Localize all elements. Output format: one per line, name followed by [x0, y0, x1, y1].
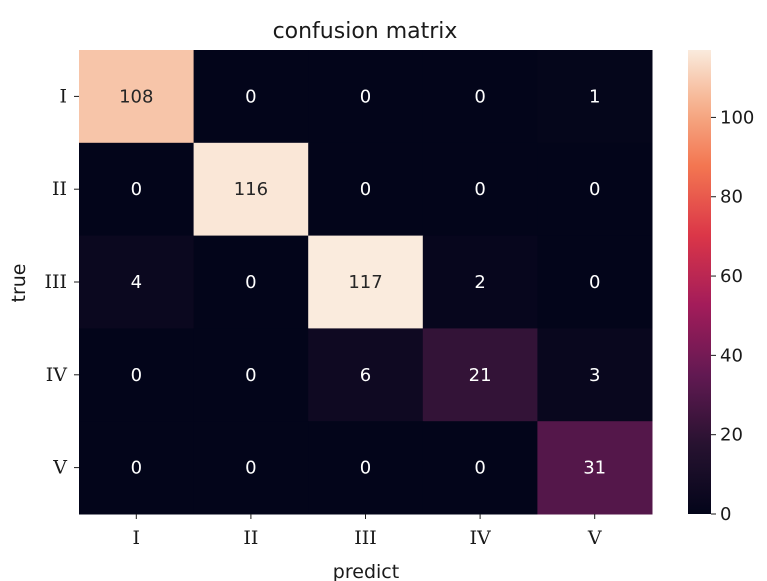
cell-value-label: 0: [245, 365, 256, 386]
heatmap-cell: [537, 142, 653, 237]
heatmap-cell: [537, 421, 653, 515]
heatmap-cell: [193, 421, 309, 515]
y-tick-label: III: [44, 271, 67, 293]
heatmap-cell: [193, 50, 309, 144]
y-tick-label: I: [59, 85, 67, 107]
heatmap-cell: [79, 328, 195, 422]
colorbar: 0 20 40 60 80 100: [688, 50, 754, 525]
heatmap-cell: [422, 421, 538, 515]
x-tick-label: V: [587, 527, 602, 549]
cell-value-label: 1: [589, 86, 600, 107]
colorbar-tick-label: 60: [720, 266, 743, 287]
heatmap-cell: [422, 142, 538, 237]
heatmap-cell: [79, 142, 195, 237]
chart-title: confusion matrix: [273, 19, 458, 44]
colorbar-tick-label: 0: [720, 504, 731, 525]
heatmap-cell: [193, 235, 309, 329]
cell-value-label: 3: [589, 365, 600, 386]
y-tick-label: II: [52, 178, 67, 200]
cell-value-label: 0: [360, 458, 371, 479]
colorbar-gradient: [688, 50, 711, 514]
cell-value-label: 0: [131, 458, 142, 479]
heatmap-cell: [193, 328, 309, 422]
cell-value-label: 6: [360, 365, 371, 386]
heatmap-cell: [79, 235, 195, 329]
colorbar-tick-label: 100: [720, 107, 754, 128]
heatmap-cell: [537, 235, 653, 329]
heatmap-cell: [308, 421, 424, 515]
cell-value-label: 0: [474, 86, 485, 107]
cell-value-label: 0: [245, 86, 256, 107]
colorbar-tick-label: 40: [720, 345, 743, 366]
cell-value-label: 0: [245, 272, 256, 293]
heatmap-cell: [308, 235, 424, 329]
heatmap-cell: [308, 142, 424, 237]
cell-value-label: 117: [348, 272, 382, 293]
y-tick-label: V: [52, 457, 67, 479]
heatmap-cell: [537, 328, 653, 422]
cell-value-label: 2: [474, 272, 485, 293]
cell-value-label: 108: [119, 86, 153, 107]
y-axis-label: true: [8, 264, 30, 303]
x-tick-label: I: [133, 527, 141, 549]
cell-value-label: 0: [131, 179, 142, 200]
colorbar-tick-label: 20: [720, 425, 743, 446]
heatmap-cell: [422, 328, 538, 422]
cell-value-label: 0: [474, 179, 485, 200]
cell-value-label: 0: [589, 179, 600, 200]
y-tick-label: IV: [46, 364, 68, 386]
cell-value-label: 0: [474, 458, 485, 479]
cell-value-label: 0: [131, 365, 142, 386]
colorbar-tick-label: 80: [720, 187, 743, 208]
heatmap-cell: [193, 142, 309, 237]
heatmap-cell: [422, 235, 538, 329]
cell-value-label: 31: [583, 458, 606, 479]
heatmap-cell: [308, 328, 424, 422]
cell-value-label: 21: [469, 365, 492, 386]
x-tick-label: IV: [469, 527, 491, 549]
cell-value-label: 0: [245, 458, 256, 479]
heatmap-cell: [308, 50, 424, 144]
cell-value-label: 0: [589, 272, 600, 293]
x-axis-label: predict: [333, 561, 399, 581]
cell-value-label: 4: [131, 272, 142, 293]
x-tick-label: III: [354, 527, 377, 549]
cell-value-label: 0: [360, 86, 371, 107]
heatmap-cell: [537, 50, 653, 144]
heatmap-cells: 108 0 0 0 1 0 116 0 0 0 4 0 117 2 0 0 0 6 21 3 0 0 0 0 31: [79, 50, 653, 515]
heatmap-cell: [79, 50, 195, 144]
cell-value-label: 0: [360, 179, 371, 200]
x-axis-ticks: I II III IV V: [133, 514, 602, 549]
x-tick-label: II: [243, 527, 258, 549]
cell-value-label: 116: [234, 179, 268, 200]
heatmap-cell: [79, 421, 195, 515]
heatmap-cell: [422, 50, 538, 144]
